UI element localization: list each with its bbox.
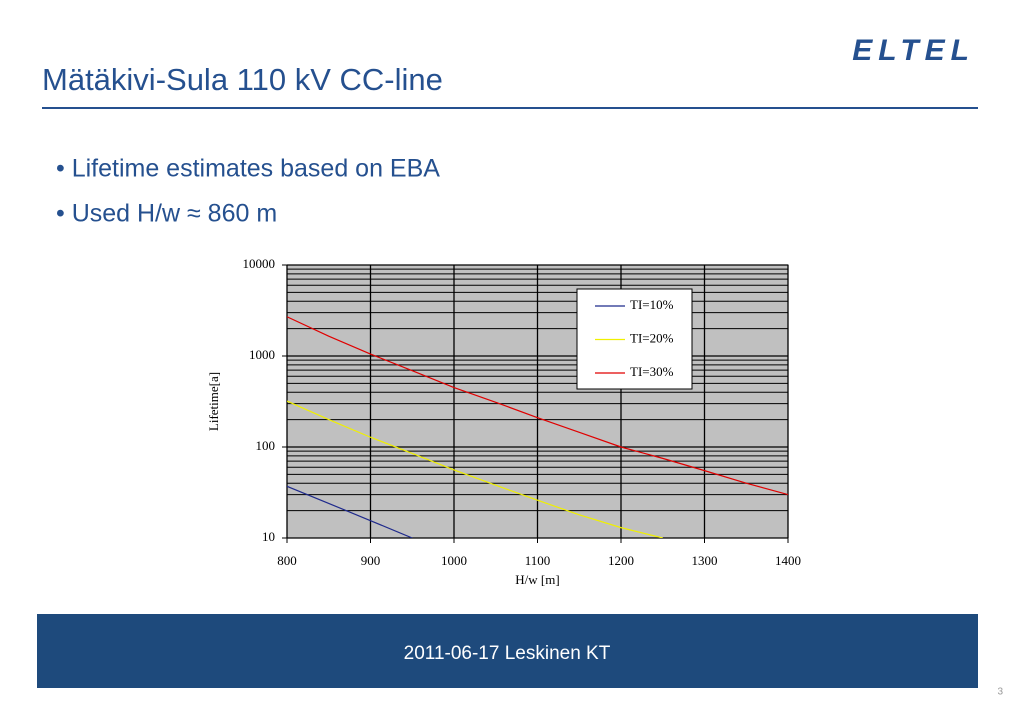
bullet: • Used H/w ≈ 860 m [56,200,277,228]
x-tick-label: 1000 [441,553,467,568]
series-line [287,400,663,538]
bullet: • Lifetime estimates based on EBA [56,155,440,183]
x-axis-label: H/w [m] [515,572,559,587]
chart: 10 100 1000 10000 800 900 1000 1100 1200 1300 1400… [206,256,801,587]
footer-bar [37,614,978,688]
footer-text: 2011-06-17 Leskinen KT [404,643,611,664]
series-line [287,316,788,496]
x-tick-label: 800 [277,553,297,568]
logo: ELTEL [852,34,975,67]
legend-label: TI=20% [630,330,674,345]
legend-label: TI=30% [630,364,674,379]
x-tick-label: 1200 [608,553,634,568]
x-tick-label: 900 [361,553,381,568]
page-number: 3 [997,687,1003,698]
y-tick-label: 1000 [249,347,275,362]
y-tick-label: 10 [262,529,275,544]
slide-title: Mätäkivi-Sula 110 kV CC-line [42,62,443,97]
x-tick-label: 1400 [775,553,801,568]
x-tick-label: 1100 [525,553,551,568]
x-tick-label: 1300 [692,553,718,568]
legend-label: TI=10% [630,297,674,312]
y-tick-label: 100 [256,438,276,453]
y-axis-label: Lifetime[a] [206,372,221,431]
y-tick-label: 10000 [243,256,276,271]
series-line [287,485,413,538]
